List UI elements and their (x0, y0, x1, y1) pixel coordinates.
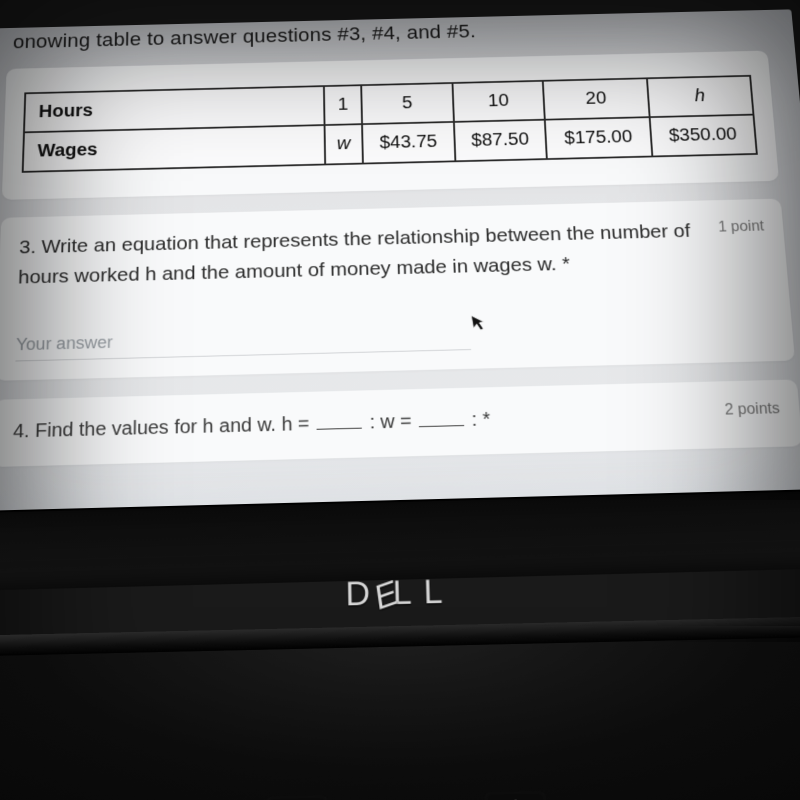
cell: 1 (324, 85, 362, 125)
answer-input[interactable]: Your answer (15, 324, 471, 362)
cell: 10 (452, 81, 545, 122)
cell: $87.50 (454, 120, 547, 162)
question-3-card: 1 point 3. Write an equation that repres… (0, 199, 795, 381)
scene-root: onowing table to answer questions #3, #4… (0, 0, 800, 800)
row-header-wages: Wages (23, 125, 325, 172)
question-4-text: 4. Find the values for h and w. h = : w … (13, 397, 782, 447)
blank-h[interactable] (317, 428, 362, 430)
data-table-card: Hours 1 5 10 20 h Wages w $43.75 $87.50 … (2, 51, 779, 200)
settings-key[interactable] (265, 796, 328, 800)
cell-variable-w: w (325, 124, 363, 164)
points-badge: 1 point (718, 219, 765, 236)
table-row: Hours 1 5 10 20 h (24, 76, 753, 133)
mouse-cursor-icon (470, 312, 490, 338)
screen-bezel (0, 488, 800, 592)
keyboard-deck (0, 633, 800, 800)
key-row (0, 783, 800, 800)
hours-wages-table: Hours 1 5 10 20 h Wages w $43.75 $87.50 … (22, 75, 758, 173)
question-3-text: 3. Write an equation that represents the… (18, 215, 768, 293)
question-4-card: 2 points 4. Find the values for h and w.… (0, 380, 800, 468)
cell: $43.75 (362, 122, 455, 164)
instruction-text: onowing table to answer questions #3, #4… (7, 10, 768, 69)
q4-prefix: 4. Find the values for h and w. h = (13, 414, 310, 443)
cell-variable-h: h (647, 76, 754, 117)
brightness-key[interactable] (485, 791, 550, 800)
cell: $350.00 (649, 115, 757, 157)
cell: 5 (361, 83, 453, 124)
table-row: Wages w $43.75 $87.50 $175.00 $350.00 (23, 115, 757, 172)
q4-mid: : w = (369, 411, 412, 433)
row-header-hours: Hours (24, 86, 325, 132)
laptop-screen: onowing table to answer questions #3, #4… (0, 9, 800, 541)
q4-suffix: : * (471, 409, 490, 431)
cell: $175.00 (545, 117, 652, 159)
blank-w[interactable] (419, 425, 464, 427)
cell: 20 (543, 78, 649, 119)
points-badge: 2 points (724, 401, 780, 420)
